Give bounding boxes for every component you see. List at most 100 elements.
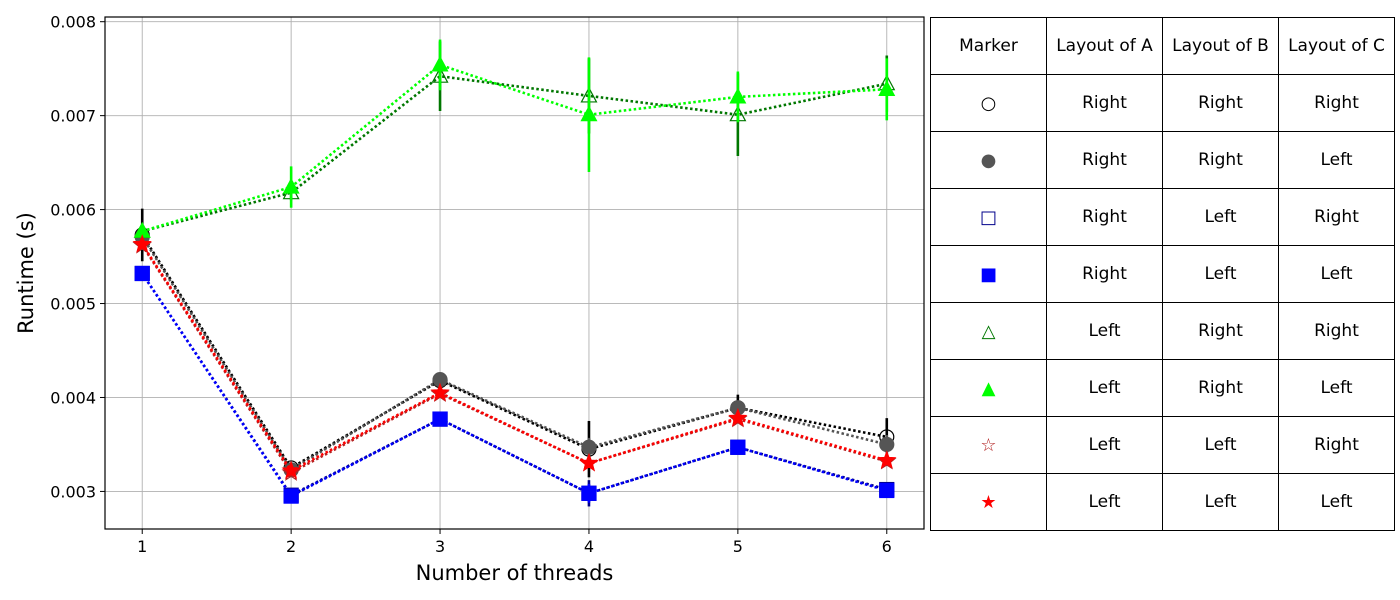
y-tick-label: 0.006 — [50, 201, 96, 220]
table-row: △ Left Right Right — [930, 302, 1395, 360]
series-line — [141, 74, 888, 233]
header-layout-a: Layout of A — [1046, 17, 1163, 75]
layout-a-cell: Left — [1046, 473, 1163, 531]
data-point-triangle — [431, 55, 449, 72]
data-point-star — [281, 460, 301, 479]
data-point-triangle — [878, 80, 896, 96]
data-point-circle — [581, 439, 597, 455]
y-tick-label: 0.008 — [50, 13, 96, 32]
header-layout-c: Layout of C — [1278, 17, 1395, 75]
data-point-circle — [879, 436, 895, 453]
layout-c-cell: Left — [1278, 245, 1395, 303]
data-point-triangle — [282, 177, 300, 194]
layout-b-cell: Right — [1162, 302, 1279, 360]
data-point-star — [132, 234, 152, 253]
layout-c-cell: Right — [1278, 302, 1395, 360]
header-layout-b: Layout of B — [1162, 17, 1279, 75]
x-tick-label: 3 — [435, 537, 445, 556]
series-square-open — [134, 265, 895, 507]
x-axis-label: Number of threads — [416, 561, 614, 585]
grid — [105, 17, 924, 529]
marker-symbol: ☆ — [930, 416, 1047, 474]
data-point-triangle — [729, 87, 747, 104]
series-star-open — [132, 235, 897, 481]
series-line — [141, 244, 888, 475]
series-line — [141, 234, 888, 470]
marker-symbol: ▲ — [930, 359, 1047, 417]
series-triangle-open — [133, 41, 896, 238]
layout-b-cell: Right — [1162, 131, 1279, 189]
y-tick-label: 0.007 — [50, 107, 96, 126]
marker-symbol: ■ — [930, 245, 1047, 303]
data-point-square — [879, 482, 895, 499]
marker-symbol: ● — [930, 131, 1047, 189]
data-point-square — [730, 439, 746, 455]
table-row: ● Right Right Left — [930, 131, 1395, 189]
series-triangle-filled — [133, 39, 896, 238]
y-tick-label: 0.003 — [50, 482, 96, 501]
y-tick-label: 0.005 — [50, 295, 96, 314]
axes: 1 2 3 4 5 6 0.003 0.004 0.005 0.006 0.007 0.008 — [50, 13, 892, 556]
marker-layout-table: Marker Layout of A Layout of B Layout of… — [930, 17, 1395, 531]
marker-symbol: ★ — [930, 473, 1047, 531]
series-line — [141, 272, 888, 498]
header-marker: Marker — [930, 17, 1047, 75]
series-line — [141, 243, 888, 473]
marker-symbol: □ — [930, 188, 1047, 246]
layout-c-cell: Right — [1278, 416, 1395, 474]
layout-b-cell: Left — [1162, 245, 1279, 303]
layout-a-cell: Right — [1046, 188, 1163, 246]
y-tick-label: 0.004 — [50, 388, 96, 407]
layout-a-cell: Left — [1046, 359, 1163, 417]
x-tick-label: 5 — [733, 537, 743, 556]
layout-a-cell: Right — [1046, 131, 1163, 189]
data-point-square — [581, 485, 597, 501]
data-point-square — [134, 265, 150, 282]
data-point-star — [728, 407, 748, 427]
layout-a-cell: Right — [1046, 245, 1163, 303]
data-point-star — [430, 382, 450, 402]
series-circle-open — [134, 208, 895, 478]
layout-b-cell: Right — [1162, 359, 1279, 417]
layout-b-cell: Left — [1162, 416, 1279, 474]
layout-c-cell: Left — [1278, 359, 1395, 417]
x-tick-label: 6 — [882, 537, 892, 556]
layout-c-cell: Left — [1278, 473, 1395, 531]
table-row: ▲ Left Right Left — [930, 359, 1395, 417]
series-line — [141, 272, 888, 497]
layout-b-cell: Left — [1162, 473, 1279, 531]
data-point-star — [877, 450, 897, 469]
layout-a-cell: Right — [1046, 74, 1163, 132]
marker-symbol: △ — [930, 302, 1047, 360]
table-header-row: Marker Layout of A Layout of B Layout of… — [930, 17, 1395, 75]
table-row: □ Right Left Right — [930, 188, 1395, 246]
series-line — [141, 63, 887, 233]
series-square-filled — [134, 265, 895, 504]
y-axis-label: Runtime (s) — [14, 212, 38, 334]
table-row: ★ Left Left Left — [930, 473, 1395, 531]
data-point-triangle — [580, 105, 598, 122]
layout-a-cell: Left — [1046, 416, 1163, 474]
table-row: ☆ Left Left Right — [930, 416, 1395, 474]
layout-b-cell: Left — [1162, 188, 1279, 246]
marker-symbol: ○ — [930, 74, 1047, 132]
series-circle-filled — [134, 225, 895, 478]
layout-c-cell: Right — [1278, 188, 1395, 246]
x-tick-label: 2 — [286, 537, 296, 556]
layout-b-cell: Right — [1162, 74, 1279, 132]
data-point-square — [283, 488, 299, 504]
series-layer — [132, 39, 897, 507]
data-point-star — [579, 453, 599, 472]
plot-frame — [104, 16, 925, 530]
x-tick-label: 4 — [584, 537, 594, 556]
layout-c-cell: Left — [1278, 131, 1395, 189]
x-tick-label: 1 — [137, 537, 147, 556]
data-point-square — [432, 411, 448, 427]
layout-c-cell: Right — [1278, 74, 1395, 132]
table-row: ■ Right Left Left — [930, 245, 1395, 303]
series-star-filled — [132, 234, 897, 479]
runtime-chart: 1 2 3 4 5 6 0.003 0.004 0.005 0.006 0.007 0.008 Num… — [14, 13, 925, 585]
series-line — [141, 236, 888, 472]
table-row: ○ Right Right Right — [930, 74, 1395, 132]
layout-a-cell: Left — [1046, 302, 1163, 360]
